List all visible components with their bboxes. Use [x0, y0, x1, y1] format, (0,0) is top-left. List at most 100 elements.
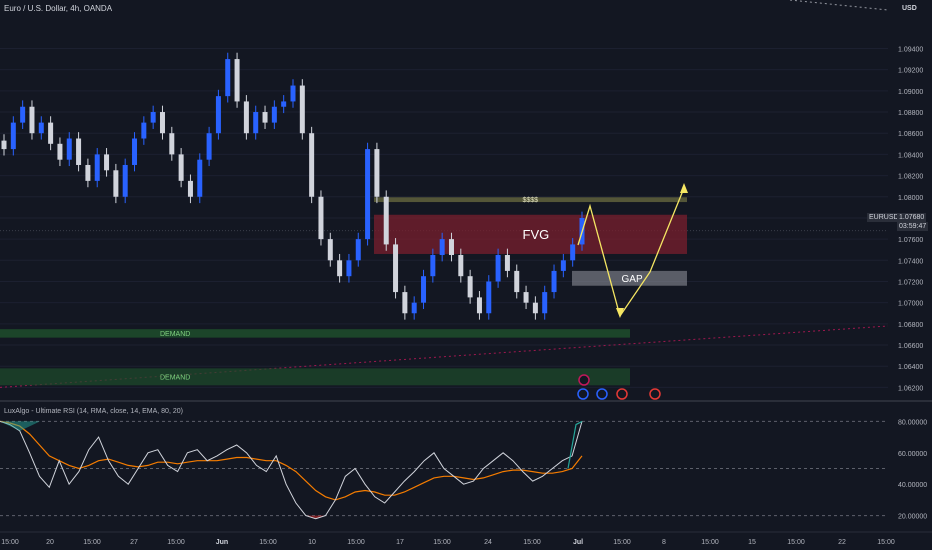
candle-body — [439, 239, 445, 256]
liquidity-zone — [374, 197, 687, 203]
price-tick: 1.08000 — [898, 195, 923, 202]
rsi-overbought-fill — [0, 421, 40, 431]
time-tick: 15:00 — [701, 539, 719, 546]
candle-body — [94, 154, 100, 181]
price-tick: 1.07000 — [898, 301, 923, 308]
last-price: 1.07680 — [897, 213, 927, 222]
event-icon — [649, 388, 661, 400]
price-badge: EURUSD 1.07680 03:59:47 — [867, 213, 929, 232]
candle-body — [281, 101, 287, 107]
rsi-overbought-line — [567, 420, 583, 469]
event-icon — [577, 388, 589, 400]
time-tick: Jul — [573, 539, 583, 546]
candle-body — [570, 244, 576, 261]
candle-body — [76, 138, 82, 165]
gap-zone-label: GAP — [622, 274, 643, 285]
top-trend-line — [789, 0, 889, 11]
candle-body — [197, 159, 203, 197]
price-tick: 1.06200 — [898, 385, 923, 392]
time-tick: 10 — [308, 539, 316, 546]
candle-body — [66, 138, 72, 160]
candle-body — [504, 255, 510, 271]
candle-body — [486, 281, 492, 314]
event-icon — [596, 388, 608, 400]
price-tick: 1.06600 — [898, 343, 923, 350]
candle-body — [346, 260, 352, 277]
time-tick: 15:00 — [787, 539, 805, 546]
rsi-oversold-fill — [305, 515, 326, 519]
price-tick: 1.07600 — [898, 237, 923, 244]
candle-body — [169, 133, 175, 155]
candle-body — [290, 85, 296, 102]
candle-body — [141, 122, 147, 139]
price-tick: 1.09400 — [898, 46, 923, 53]
candle-body — [206, 133, 212, 160]
projection-arrows — [577, 183, 688, 400]
trend-line — [0, 325, 889, 388]
gap-zone — [572, 270, 687, 286]
candle-body — [560, 260, 566, 271]
demand-zone-lower — [0, 368, 630, 386]
candle-body — [299, 85, 305, 134]
indicator-title[interactable]: LuxAlgo - Ultimate RSI (14, RMA, close, … — [4, 408, 183, 415]
candle-body — [402, 292, 408, 314]
price-tick: 1.08400 — [898, 152, 923, 159]
candle-body — [178, 154, 184, 181]
candle-body — [523, 292, 529, 303]
candle-body — [122, 164, 128, 197]
candle-body — [374, 149, 380, 197]
candle-body — [85, 164, 91, 181]
time-tick: 15:00 — [433, 539, 451, 546]
candle-body — [309, 133, 315, 197]
price-tick: 1.08600 — [898, 131, 923, 138]
candle-body — [215, 96, 221, 134]
candle-body — [458, 255, 464, 277]
candle-body — [20, 106, 26, 123]
liquidity-zone-label: $$$$ — [523, 197, 539, 204]
candle-body — [187, 180, 193, 197]
candle-body — [225, 59, 231, 97]
time-tick: 8 — [662, 539, 666, 546]
price-tick: 1.07400 — [898, 258, 923, 265]
candle-body — [551, 270, 557, 293]
price-tick: 1.08200 — [898, 174, 923, 181]
candle-body — [38, 122, 44, 134]
rsi-pane: 80.00000 60.00000 40.00000 20.00000 — [0, 419, 927, 521]
candle-body — [1, 140, 7, 150]
candle-body — [159, 112, 165, 134]
candle-body — [532, 302, 538, 314]
time-tick: 15:00 — [877, 539, 895, 546]
candle-body — [271, 106, 277, 123]
candle-body — [421, 276, 427, 303]
time-axis: 15:00 20 15:00 27 15:00 Jun 15:00 10 15:00 17 15:0… — [0, 531, 932, 546]
candle-body — [234, 59, 240, 102]
candle-body — [355, 239, 361, 261]
candle-body — [337, 260, 343, 277]
candle-body — [448, 239, 454, 256]
time-tick: 15:00 — [613, 539, 631, 546]
time-tick: 27 — [130, 539, 138, 546]
price-tick: 1.06800 — [898, 322, 923, 329]
currency-label[interactable]: USD — [902, 5, 917, 12]
candle-body — [262, 112, 268, 123]
price-tick: 1.09000 — [898, 89, 923, 96]
arrow-head-up — [680, 183, 688, 193]
candle-body — [542, 292, 548, 314]
time-tick: 15:00 — [523, 539, 541, 546]
candle-body — [104, 154, 110, 171]
candle-body — [495, 255, 501, 282]
rsi-line — [0, 420, 583, 520]
zone-layer: $$$$ FVG GAP DEMAND DEMAND — [0, 197, 687, 386]
candle-body — [365, 149, 371, 240]
candle-body — [253, 112, 259, 134]
time-tick: 15:00 — [259, 539, 277, 546]
time-tick: 22 — [838, 539, 846, 546]
event-icon — [616, 388, 628, 400]
candle-body — [430, 255, 436, 277]
candles-layer — [1, 52, 585, 320]
rsi-tick: 20.00000 — [898, 514, 927, 521]
fvg-zone-label: FVG — [523, 227, 550, 242]
candle-body — [393, 244, 399, 293]
rsi-signal-line — [0, 420, 583, 501]
